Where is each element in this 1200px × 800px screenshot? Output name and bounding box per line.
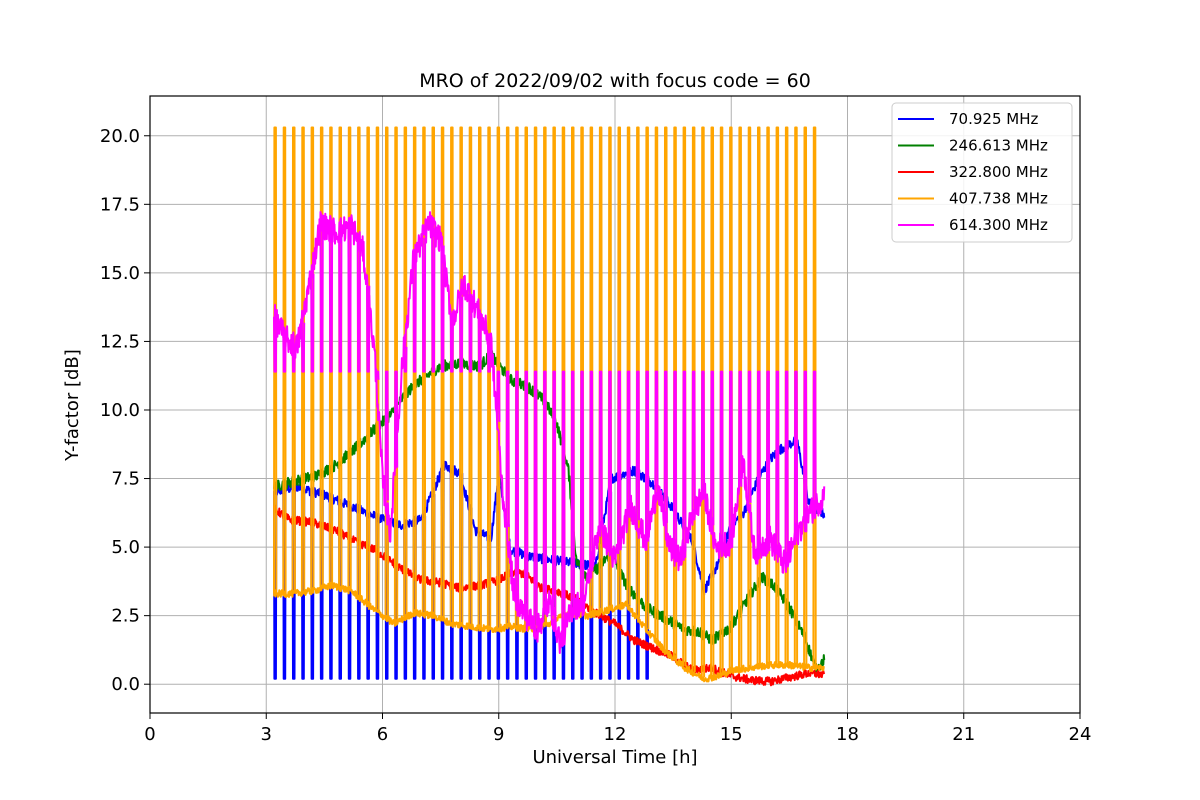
series-line	[273, 435, 826, 680]
x-tick-label: 0	[144, 724, 155, 745]
chart-title: MRO of 2022/09/02 with focus code = 60	[419, 70, 811, 92]
y-tick-label: 7.5	[111, 469, 140, 490]
legend-entry-label: 614.300 MHz	[949, 216, 1048, 234]
y-tick-label: 2.5	[111, 606, 140, 627]
x-tick-label: 9	[493, 724, 504, 745]
legend-entry-label: 246.613 MHz	[949, 137, 1048, 155]
y-axis-label: Y-factor [dB]	[62, 349, 83, 462]
x-tick-label: 15	[720, 724, 743, 745]
series-line	[273, 126, 825, 683]
x-tick-label: 3	[261, 724, 272, 745]
y-tick-label: 0.0	[111, 674, 140, 695]
legend-entry-label: 407.738 MHz	[949, 190, 1048, 208]
series-line	[273, 211, 826, 654]
y-tick-label: 15.0	[100, 263, 140, 284]
y-tick-label: 12.5	[100, 331, 140, 352]
x-tick-label: 24	[1069, 724, 1092, 745]
legend-box	[891, 102, 1073, 243]
x-tick-label: 12	[604, 724, 627, 745]
legend-entry-label: 70.925 MHz	[949, 110, 1038, 128]
legend: 70.925 MHz 246.613 MHz 322.800 MHz 407.738 …	[891, 102, 1073, 243]
y-tick-label: 17.5	[100, 194, 140, 215]
x-axis: 0 3 6 9 12 15 18 21 24	[144, 713, 1091, 745]
x-axis-label: Universal Time [h]	[532, 747, 697, 768]
y-tick-label: 20.0	[100, 126, 140, 147]
series-layer	[273, 126, 826, 687]
y-tick-label: 5.0	[111, 537, 140, 558]
x-tick-label: 21	[952, 724, 975, 745]
legend-entry-label: 322.800 MHz	[949, 163, 1048, 181]
y-tick-label: 10.0	[100, 400, 140, 421]
x-tick-label: 6	[377, 724, 388, 745]
x-tick-label: 18	[836, 724, 859, 745]
y-axis: 0.0 2.5 5.0 7.5 10.0 12.5 15.0 17.5 20.0	[100, 126, 150, 695]
